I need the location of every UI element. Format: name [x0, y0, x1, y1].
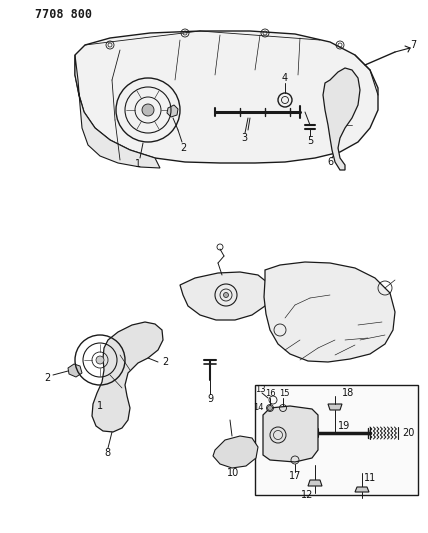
Text: 2: 2 [180, 143, 186, 153]
Polygon shape [180, 272, 270, 320]
Text: 18: 18 [342, 388, 354, 398]
Polygon shape [323, 68, 360, 170]
Polygon shape [75, 31, 378, 163]
Text: 6: 6 [327, 157, 333, 167]
Text: 1: 1 [97, 401, 103, 411]
Polygon shape [263, 406, 318, 462]
Polygon shape [213, 436, 258, 468]
Text: 19: 19 [338, 421, 350, 431]
Polygon shape [355, 487, 369, 492]
Text: 17: 17 [289, 471, 301, 481]
Text: 13: 13 [255, 385, 265, 394]
Text: 20: 20 [402, 428, 414, 438]
Text: 10: 10 [227, 468, 239, 478]
Text: 2: 2 [162, 357, 168, 367]
Text: 14: 14 [253, 403, 263, 413]
Text: 11: 11 [364, 473, 376, 483]
Circle shape [223, 293, 229, 297]
Polygon shape [328, 404, 342, 410]
Polygon shape [92, 322, 163, 432]
Polygon shape [264, 262, 395, 362]
Polygon shape [167, 105, 178, 117]
Circle shape [268, 406, 273, 410]
Text: 2: 2 [44, 373, 50, 383]
Text: 1: 1 [135, 159, 141, 169]
Text: 7: 7 [410, 40, 416, 50]
Circle shape [96, 356, 104, 364]
Text: 8: 8 [104, 448, 110, 458]
FancyBboxPatch shape [255, 385, 418, 495]
Polygon shape [75, 55, 160, 168]
Text: 3: 3 [241, 133, 247, 143]
Polygon shape [308, 480, 322, 486]
Circle shape [142, 104, 154, 116]
Text: 12: 12 [301, 490, 313, 500]
Text: 5: 5 [307, 136, 313, 146]
Text: 15: 15 [279, 390, 289, 399]
Text: 4: 4 [282, 73, 288, 83]
Polygon shape [68, 364, 82, 377]
Text: 16: 16 [265, 390, 275, 399]
Text: 9: 9 [207, 394, 213, 404]
Text: 7708 800: 7708 800 [35, 8, 92, 21]
